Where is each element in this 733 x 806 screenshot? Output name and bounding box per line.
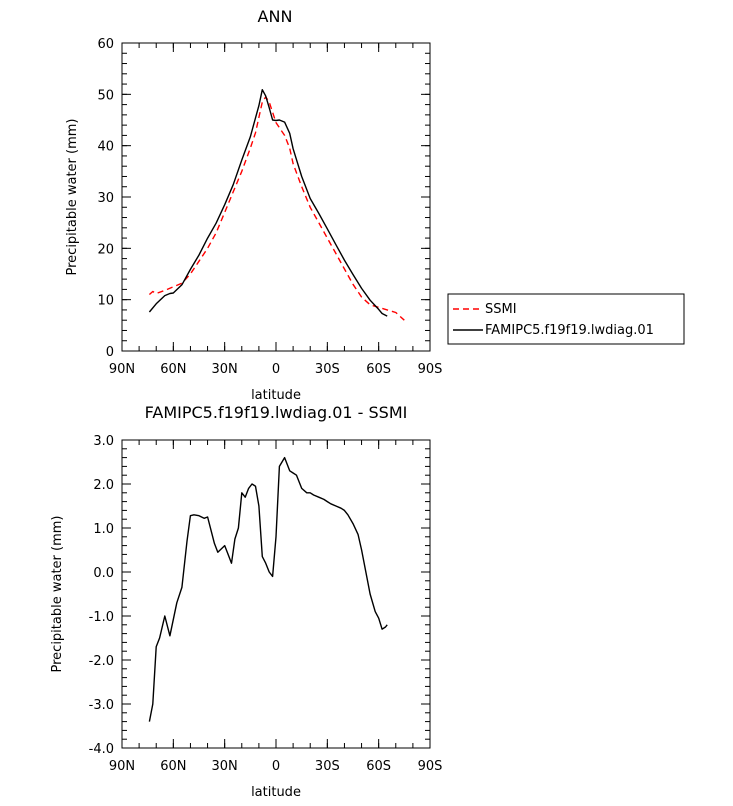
series-lines: [148, 88, 405, 321]
x-tick-label: 60S: [366, 759, 391, 774]
y-tick-label: 40: [97, 140, 114, 155]
series-line-famipc5-f19f19-lwdiag-01: [148, 88, 388, 317]
x-axis-ticks: 90N 60N 30N 0 30S 60S 90S: [109, 440, 443, 774]
series-line-ssmi: [148, 96, 405, 321]
y-tick-label: 2.0: [93, 478, 114, 493]
x-axis-label: latitude: [251, 785, 301, 800]
y-tick-label: -3.0: [89, 698, 114, 713]
y-tick-label: 0: [106, 345, 114, 360]
y-tick-label: 20: [97, 242, 114, 257]
y-tick-label: -4.0: [89, 742, 114, 757]
y-tick-label: 30: [97, 191, 114, 206]
chart-title: ANN: [258, 7, 293, 26]
x-axis-ticks: 90N 60N 30N 0 30S 60S 90S: [109, 43, 443, 377]
x-tick-label: 0: [272, 362, 280, 377]
y-tick-label: -1.0: [89, 610, 114, 625]
series-lines: [148, 456, 388, 722]
x-tick-label: 90S: [418, 362, 443, 377]
y-tick-label: 50: [97, 88, 114, 103]
y-tick-label: -2.0: [89, 654, 114, 669]
x-axis-label: latitude: [251, 388, 301, 403]
y-tick-label: 0.0: [93, 566, 114, 581]
y-axis-ticks: 3.0 2.0 1.0 0.0 -1.0 -2.0 -3.0 -4.0: [89, 434, 430, 757]
x-tick-label: 60N: [160, 362, 186, 377]
x-tick-label: 30S: [315, 362, 340, 377]
x-tick-label: 90N: [109, 759, 135, 774]
x-tick-label: 60S: [366, 362, 391, 377]
x-tick-label: 30N: [212, 362, 238, 377]
y-axis-label: Precipitable water (mm): [65, 119, 80, 276]
x-tick-label: 30S: [315, 759, 340, 774]
legend-box: [447, 293, 685, 345]
y-tick-label: 1.0: [93, 522, 114, 537]
legend-label-ssmi: SSMI: [485, 302, 517, 317]
x-tick-label: 0: [272, 759, 280, 774]
x-tick-label: 90S: [418, 759, 443, 774]
y-tick-label: 60: [97, 37, 114, 52]
x-tick-label: 60N: [160, 759, 186, 774]
plot-frame: [121, 42, 431, 352]
x-tick-label: 30N: [212, 759, 238, 774]
series-line-difference-0: [148, 456, 388, 722]
y-tick-label: 10: [97, 294, 114, 309]
x-tick-label: 90N: [109, 362, 135, 377]
y-tick-label: 3.0: [93, 434, 114, 449]
y-axis-ticks: 0 10 20 30 40 50 60: [97, 37, 430, 360]
precipitable-water-plot: ANN 0 10 20 30 40 50 60 90N 60N 30N 0 30S 60S 90S la…: [65, 7, 442, 403]
legend: SSMI FAMIPC5.f19f19.lwdiag.01: [447, 293, 685, 345]
y-axis-label: Precipitable water (mm): [50, 516, 65, 673]
legend-label-model: FAMIPC5.f19f19.lwdiag.01: [485, 323, 654, 338]
plot-frame: [121, 439, 431, 749]
chart-title: FAMIPC5.f19f19.lwdiag.01 - SSMI: [145, 403, 408, 422]
difference-plot: FAMIPC5.f19f19.lwdiag.01 - SSMI 3.0 2.0 1.…: [50, 403, 442, 800]
